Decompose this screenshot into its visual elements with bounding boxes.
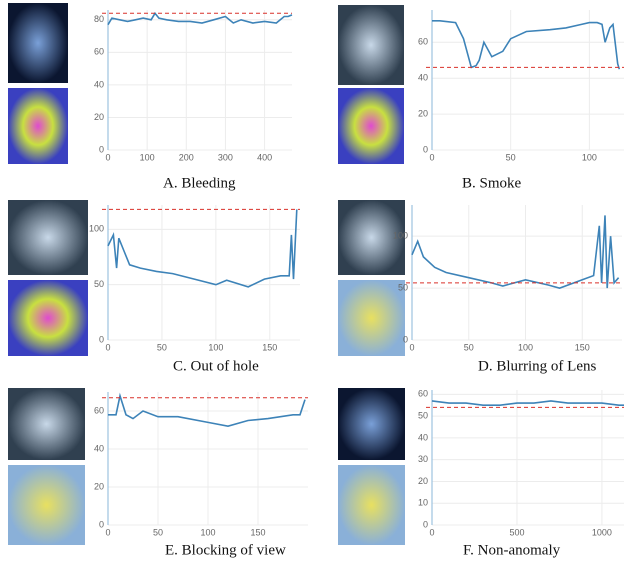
x-tick-label: 100 [518, 342, 533, 352]
x-tick-label: 50 [157, 342, 167, 352]
y-tick-label: 50 [418, 411, 428, 421]
y-tick-label: 40 [94, 443, 104, 453]
caption: F. Non-anomaly [463, 542, 561, 558]
y-tick-label: 30 [418, 454, 428, 464]
y-tick-label: 20 [418, 476, 428, 486]
y-tick-label: 60 [94, 47, 104, 57]
y-tick-label: 0 [99, 334, 104, 344]
figure: 0204060800100200300400A. Bleeding0204060… [0, 0, 629, 561]
x-tick-label: 100 [208, 342, 223, 352]
data-line [412, 215, 619, 288]
x-tick-label: 150 [262, 342, 277, 352]
y-tick-label: 0 [403, 334, 408, 344]
y-tick-label: 100 [393, 231, 408, 241]
frame-images [8, 3, 405, 545]
y-tick-label: 0 [99, 519, 104, 529]
y-tick-label: 40 [418, 73, 428, 83]
frame-image [338, 88, 404, 164]
x-tick-label: 500 [509, 527, 524, 537]
x-tick-label: 0 [429, 527, 434, 537]
y-tick-label: 60 [418, 37, 428, 47]
y-tick-label: 0 [99, 144, 104, 154]
caption: B. Smoke [462, 175, 522, 191]
frame-image [338, 280, 405, 356]
y-tick-label: 20 [94, 481, 104, 491]
caption: E. Blocking of view [165, 542, 286, 558]
frame-image [8, 388, 85, 460]
y-tick-label: 60 [94, 405, 104, 415]
x-tick-label: 50 [153, 527, 163, 537]
frame-image [8, 200, 88, 275]
x-tick-label: 150 [250, 527, 265, 537]
frame-image [8, 465, 85, 545]
y-tick-label: 40 [94, 79, 104, 89]
x-tick-label: 50 [464, 342, 474, 352]
data-line [108, 209, 297, 287]
frame-image [338, 465, 405, 545]
x-tick-label: 200 [179, 152, 194, 162]
x-tick-label: 300 [218, 152, 233, 162]
x-tick-label: 100 [582, 152, 597, 162]
data-line [432, 21, 619, 69]
x-tick-label: 0 [429, 152, 434, 162]
y-tick-label: 50 [398, 282, 408, 292]
frame-image [338, 5, 404, 85]
x-tick-label: 0 [105, 527, 110, 537]
y-tick-label: 50 [94, 279, 104, 289]
frame-image [8, 3, 68, 83]
y-tick-label: 0 [423, 519, 428, 529]
caption: D. Blurring of Lens [478, 358, 596, 374]
y-tick-label: 0 [423, 144, 428, 154]
x-tick-label: 0 [105, 342, 110, 352]
x-tick-label: 0 [105, 152, 110, 162]
data-line [432, 401, 624, 405]
x-tick-label: 400 [257, 152, 272, 162]
y-tick-label: 60 [418, 389, 428, 399]
y-tick-label: 20 [94, 112, 104, 122]
y-tick-label: 80 [94, 14, 104, 24]
caption: A. Bleeding [163, 175, 236, 191]
y-tick-label: 100 [89, 224, 104, 234]
x-tick-label: 0 [409, 342, 414, 352]
y-tick-label: 40 [418, 432, 428, 442]
frame-image [338, 388, 405, 460]
x-tick-label: 100 [200, 527, 215, 537]
x-tick-label: 1000 [592, 527, 612, 537]
frame-image [8, 88, 68, 164]
x-tick-label: 150 [575, 342, 590, 352]
y-tick-label: 10 [418, 498, 428, 508]
y-tick-label: 20 [418, 108, 428, 118]
caption: C. Out of hole [173, 358, 259, 374]
x-tick-label: 50 [506, 152, 516, 162]
frame-image [8, 280, 88, 356]
x-tick-label: 100 [140, 152, 155, 162]
